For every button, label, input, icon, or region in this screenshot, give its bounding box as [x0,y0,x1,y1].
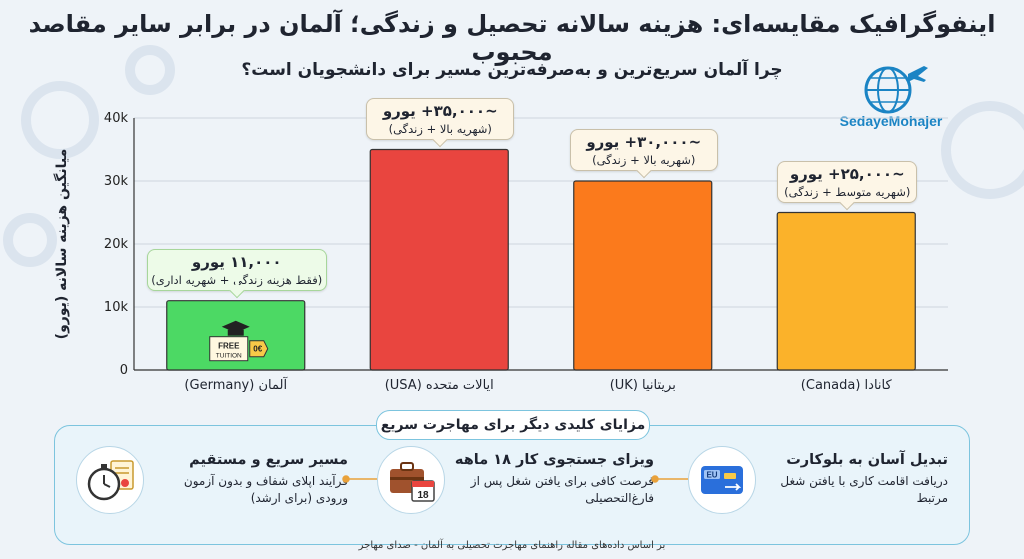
features-title: مزایای کلیدی دیگر برای مهاجرت سریع [376,410,650,440]
eu-card-text: EU [706,471,717,480]
feature-description: فرآیند اپلای شفاف و بدون آزمون ورودی (بر… [183,474,348,505]
data-label-callout: ~۲۵,۰۰۰+ یورو (شهریه متوسط + زندگی) [777,160,918,203]
feature-description: دریافت اقامت کاری با یافتن شغل مرتبط [780,474,948,505]
data-label-value: ~۳۰,۰۰۰+ یورو [586,133,702,151]
price-tag-text: 0€ [253,345,262,354]
free-tuition-badge [209,336,249,362]
x-tick-label: بریتانیا (UK) [609,378,676,393]
briefcase-calendar-icon: 18 [377,446,445,514]
feature-heading: تبدیل آسان به بلوکارت [786,452,948,468]
badge-line1: FREE [218,342,240,351]
y-tick-label: 30k [104,174,129,189]
feature-description: فرصت کافی برای یافتن شغل پس از فارغ‌التح… [470,474,654,505]
data-label-callout: ~۳۰,۰۰۰+ یورو (شهریه بالا + زندگی) [569,129,718,171]
data-label-value: ~۳۵,۰۰۰+ یورو [382,101,498,120]
badge-line2: TUITION [216,353,242,360]
bar [573,180,713,371]
feature-job-search-visa: ویزای جستجوی کار ۱۸ ماهه فرصت کافی برای … [452,452,654,507]
y-tick-label: 10k [104,300,129,315]
x-tick-label: آلمان (Germany) [184,378,288,393]
bar-chart: 0 10k 20k 30k 40k FREE TUITION 0€ [104,111,948,378]
x-tick-label: کانادا (Canada) [800,378,892,393]
data-label-note: (فقط هزینه زندگی + شهریه اداری) [151,272,323,287]
y-tick-label: 0 [120,363,128,378]
graduation-cap-base [227,329,244,336]
x-tick-label: ایالات متحده (USA) [384,378,494,393]
bar [776,211,916,371]
price-tag [249,340,269,358]
y-tick-label: 20k [104,237,129,252]
globe-plane-logo-icon [864,66,928,114]
data-label-note: (شهریه متوسط + زندگی) [784,184,911,199]
page-subtitle: چرا آلمان سریع‌ترین و به‌صرفه‌ترین مسیر … [241,60,783,80]
eu-blue-card-icon: EU [688,446,756,514]
calendar-day: 18 [417,490,429,501]
feature-blue-card: تبدیل آسان به بلوکارت دریافت اقامت کاری … [762,452,948,507]
data-label-callout: ~۳۵,۰۰۰+ یورو (شهریه بالا + زندگی) [366,97,515,140]
features-panel [54,425,970,545]
feature-heading: مسیر سریع و مستقیم [189,452,348,468]
data-label-callout: ۱۱,۰۰۰ یورو (فقط هزینه زندگی + شهریه ادار… [146,248,327,291]
data-label-value: ~۲۵,۰۰۰+ یورو [789,164,905,183]
brand-name: SedayeMohajer [839,113,943,129]
footer-source: بر اساس داده‌های مقاله راهنمای مهاجرت تح… [358,540,666,551]
data-label-value: ۱۱,۰۰۰ یورو [191,252,282,271]
feature-fast-route: مسیر سریع و مستقیم فرآیند اپلای شفاف و ب… [150,452,348,507]
data-label-note: (شهریه بالا + زندگی) [388,121,492,136]
page-title: اینفوگرافیک مقایسه‌ای: هزینه سالانه تحصی… [28,10,996,66]
feature-heading: ویزای جستجوی کار ۱۸ ماهه [454,452,654,468]
stopwatch-certificate-icon [76,446,144,514]
data-label-note: (شهریه بالا + زندگی) [592,153,696,167]
bar [369,148,509,371]
y-tick-label: 40k [104,111,129,126]
